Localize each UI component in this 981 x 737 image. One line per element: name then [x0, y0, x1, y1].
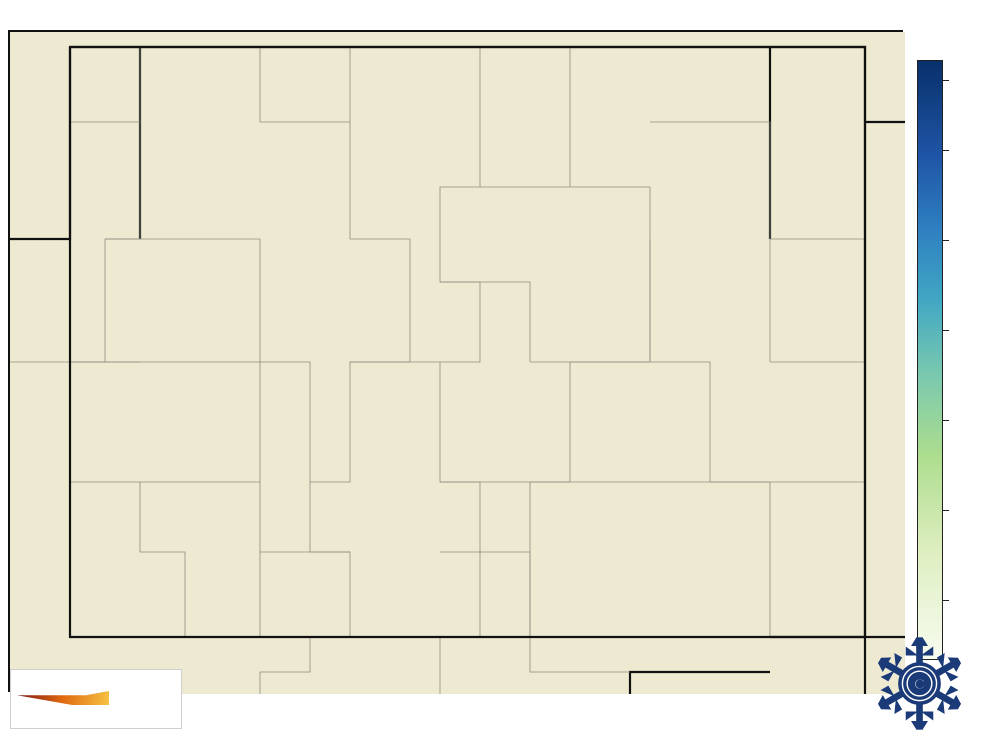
chart-root: C — [0, 0, 981, 737]
acis-stripe-graphic — [17, 691, 109, 705]
acis-attribution-logo — [10, 669, 182, 729]
map-svg-wrap — [10, 32, 905, 694]
climate-center-snowflake-logo: C — [872, 636, 967, 731]
colorbar-tick-25 — [943, 240, 949, 241]
colorbar-tick-15 — [943, 420, 949, 421]
colorbar-tick-35 — [943, 80, 949, 81]
map-svg — [10, 32, 905, 694]
colorbar-tick-30 — [943, 150, 949, 151]
colorbar-tick-10 — [943, 510, 949, 511]
colorbar-gradient — [917, 60, 943, 660]
map-frame — [8, 30, 903, 692]
snowflake-logo-letter: C — [914, 676, 925, 693]
colorbar-tick-5 — [943, 600, 949, 601]
colorbar — [917, 60, 957, 660]
colorbar-tick-20 — [943, 330, 949, 331]
